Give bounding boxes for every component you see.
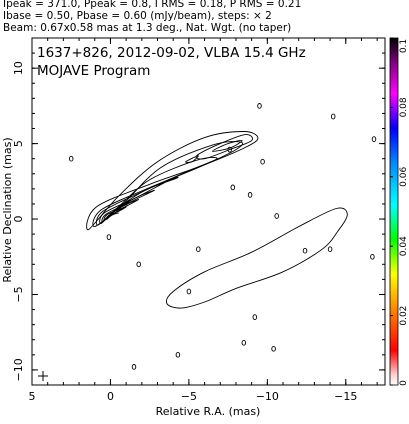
outer-jet-contour — [166, 207, 348, 309]
noise-contour — [175, 351, 181, 358]
x-tick-label: 5 — [29, 390, 36, 403]
noise-contour — [371, 136, 377, 142]
noise-contour — [302, 247, 308, 254]
y-tick-label: −5 — [12, 286, 25, 302]
noise-contour — [227, 146, 232, 153]
jet-contour — [95, 157, 218, 226]
jet-knot-contour — [185, 155, 199, 163]
noise-contour — [131, 364, 137, 370]
noise-contour — [271, 345, 276, 352]
beam-marker — [38, 371, 48, 381]
colorbar-tick-label: 0.06 — [399, 167, 409, 187]
x-tick-label: −5 — [181, 390, 197, 403]
x-tick-label: −10 — [256, 390, 279, 403]
noise-contour — [241, 339, 247, 346]
colorbar-tick-label: 0.1 — [399, 39, 409, 53]
header-line-2: Ibase = 0.50, Pbase = 0.60 (mJy/beam), s… — [3, 10, 272, 22]
tick-labels: 5 0 −5 −10 −15 10 5 0 −5 −10 — [12, 61, 357, 403]
noise-contour — [186, 288, 192, 295]
noise-contour — [327, 246, 333, 253]
jet-knot-contour — [211, 139, 243, 152]
noise-contour — [196, 246, 201, 253]
x-axis-label: Relative R.A. (mas) — [156, 405, 261, 418]
jet-contour — [99, 176, 179, 225]
y-tick-label: 10 — [12, 61, 25, 75]
colorbar-tick-label: 0.02 — [399, 306, 409, 326]
noise-contour — [136, 261, 141, 268]
x-tick-label: −15 — [334, 390, 357, 403]
colorbar-tick-label: 0.08 — [399, 97, 409, 117]
noise-contour — [274, 213, 279, 219]
y-axis-label: Relative Declination (mas) — [1, 137, 14, 282]
noise-contour — [106, 234, 112, 240]
noise-contour — [68, 155, 74, 162]
jet-contour — [86, 131, 259, 231]
colorbar-ticks: 0.1 0.08 0.06 0.04 0.02 0 — [390, 37, 409, 386]
jet-knot-contour — [195, 134, 253, 160]
header-line-1: Ipeak = 371.0, Ppeak = 0.8, I RMS = 0.18… — [3, 0, 302, 10]
axis-ticks — [31, 37, 385, 386]
y-tick-label: −10 — [12, 358, 25, 381]
y-tick-label: 0 — [12, 216, 25, 223]
noise-contour — [370, 253, 375, 260]
noise-contour — [252, 314, 258, 320]
header-line-3: Beam: 0.67x0.58 mas at 1.3 deg., Nat. Wg… — [3, 22, 292, 34]
jet-contour — [104, 206, 127, 221]
noise-contour — [330, 113, 336, 120]
x-tick-label: 0 — [107, 390, 114, 403]
noise-contour — [257, 103, 262, 109]
colorbar — [389, 37, 399, 386]
y-tick-label: 5 — [12, 140, 25, 147]
chart-subtitle: MOJAVE Program — [37, 63, 150, 79]
contour-layer — [68, 103, 377, 370]
colorbar-tick-label: 0.04 — [399, 236, 409, 256]
colorbar-tick-label: 0 — [399, 380, 409, 386]
chart-title: 1637+826, 2012-09-02, VLBA 15.4 GHz — [37, 45, 306, 61]
plot-frame — [31, 37, 386, 386]
jet-contour — [106, 212, 119, 220]
noise-contour — [260, 158, 265, 165]
jet-contour — [103, 198, 140, 222]
noise-contour — [230, 184, 236, 191]
noise-contour — [247, 192, 253, 198]
